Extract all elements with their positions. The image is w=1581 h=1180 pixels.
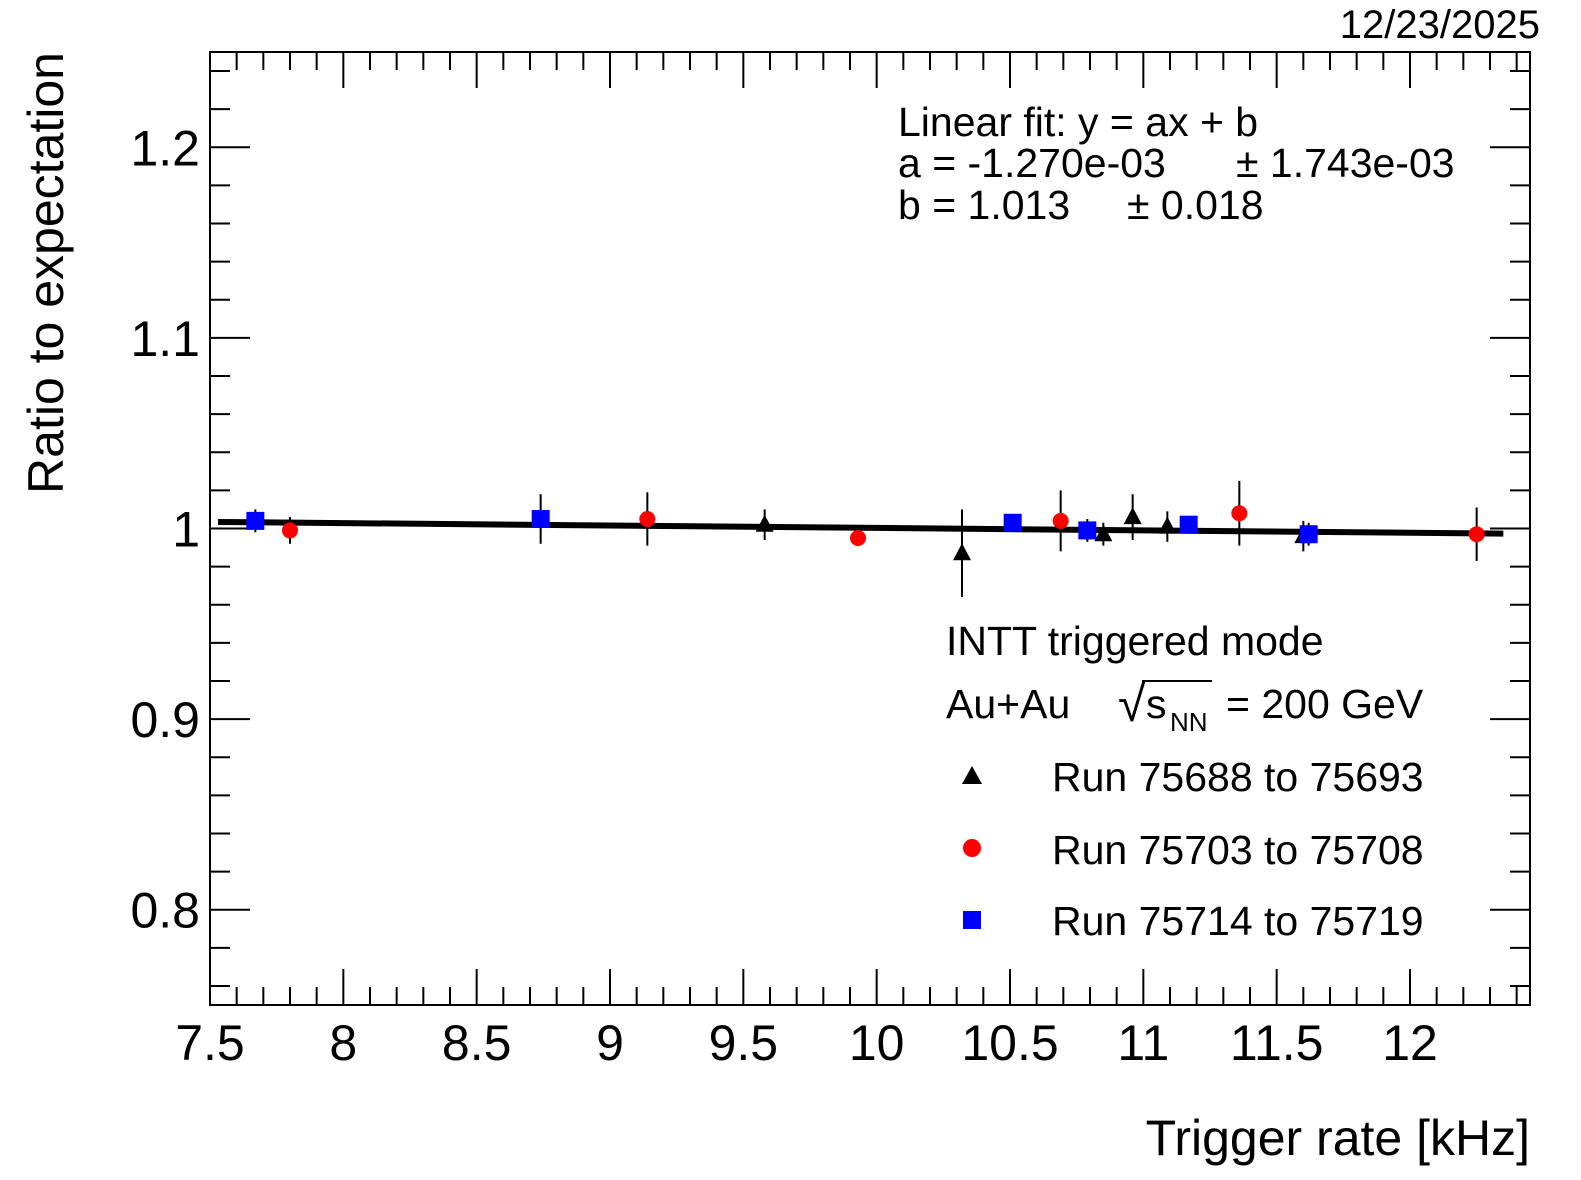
x-tick-label: 11 <box>1117 1015 1169 1071</box>
data-point-series-1 <box>1158 516 1177 534</box>
data-point-series-1 <box>1123 507 1142 525</box>
y-axis-ticks <box>210 70 1530 987</box>
x-tick-label: 9.5 <box>709 1015 779 1071</box>
data-point-series-3 <box>246 511 265 530</box>
linear-fit-line <box>217 518 1504 537</box>
y-axis-label: Ratio to expectation <box>18 52 74 494</box>
x-tick-label: 7.5 <box>175 1015 245 1071</box>
data-point-series-2 <box>1468 526 1485 543</box>
fit-param-a-error: ± 1.743e-03 <box>1236 140 1455 186</box>
legend-header: INTT triggered mode <box>946 618 1324 664</box>
x-tick-label: 11.5 <box>1230 1015 1324 1071</box>
data-point-series-2 <box>639 510 656 527</box>
y-tick-label: 0.9 <box>130 692 200 748</box>
legend-entry-series-2: Run 75703 to 75708 <box>1052 827 1424 873</box>
date-stamp: 12/23/2025 <box>1340 3 1540 47</box>
data-point-series-1 <box>755 514 774 532</box>
legend-collision: Au+Au <box>946 681 1070 727</box>
fit-param-b-error: ± 0.018 <box>1127 182 1264 228</box>
fit-param-a: a = -1.270e-03 <box>898 140 1166 186</box>
data-point-series-3 <box>531 509 550 528</box>
energy-value: = 200 GeV <box>1226 681 1424 727</box>
y-tick-label: 1 <box>172 502 200 558</box>
fit-result-box: Linear fit: y = ax + b a = -1.270e-03 ± … <box>898 99 1455 228</box>
y-tick-label: 0.8 <box>130 883 200 939</box>
x-tick-label: 10 <box>849 1015 905 1071</box>
data-point-series-2 <box>282 522 298 539</box>
data-point-series-3 <box>1179 515 1198 534</box>
legend-entry-series-3: Run 75714 to 75719 <box>1052 898 1424 944</box>
x-tick-label: 10.5 <box>961 1015 1058 1071</box>
data-point-series-1 <box>1094 524 1113 542</box>
legend: INTT triggered mode Au+Au √ s NN = 200 G… <box>946 618 1424 944</box>
energy-variable: s <box>1146 681 1167 727</box>
x-axis-label: Trigger rate [kHz] <box>1146 1110 1530 1166</box>
x-tick-label: 12 <box>1382 1015 1438 1071</box>
legend-marker-circle <box>963 839 981 857</box>
data-point-series-2 <box>1231 505 1248 522</box>
data-point-series-1 <box>953 543 971 561</box>
y-tick-label: 1.1 <box>130 311 200 367</box>
data-point-series-2 <box>1052 512 1069 529</box>
data-point-series-3 <box>1078 521 1097 540</box>
legend-marker-triangle <box>962 766 982 784</box>
fit-title: Linear fit: y = ax + b <box>898 99 1258 145</box>
y-tick-label: 1.2 <box>130 120 200 176</box>
data-point-series-2 <box>850 530 866 547</box>
x-tick-label: 9 <box>596 1015 624 1071</box>
data-points <box>246 480 1485 598</box>
energy-subscript: NN <box>1170 707 1208 737</box>
x-tick-label: 8.5 <box>442 1015 512 1071</box>
x-axis-ticks <box>209 52 1518 1005</box>
y-axis-tick-labels: 0.8 0.9 1 1.1 1.2 <box>130 120 200 938</box>
data-point-series-3 <box>1003 513 1022 532</box>
fit-param-b: b = 1.013 <box>898 182 1070 228</box>
legend-entry-series-1: Run 75688 to 75693 <box>1052 754 1424 800</box>
sqrt-symbol: √ <box>1118 676 1146 732</box>
x-axis-tick-labels: 7.5 8 8.5 9 9.5 10 10.5 11 11.5 12 <box>175 1015 1438 1071</box>
x-tick-label: 8 <box>329 1015 357 1071</box>
legend-marker-square <box>963 911 981 929</box>
data-point-series-3 <box>1299 525 1318 544</box>
